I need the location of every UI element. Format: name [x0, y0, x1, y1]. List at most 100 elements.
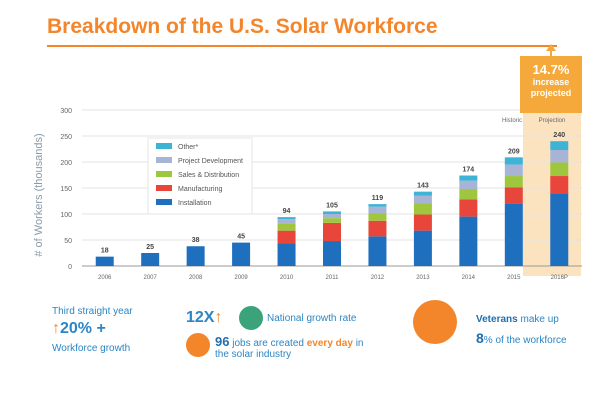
- stat-years-value: ↑20% +: [52, 320, 106, 337]
- bar-segment: [550, 193, 569, 266]
- legend-swatch: [156, 143, 172, 149]
- bar-segment: [323, 241, 341, 266]
- bar-segment: [459, 199, 478, 217]
- bar-segment: [413, 195, 432, 204]
- y-tick-label: 150: [60, 186, 72, 193]
- bar-segment: [368, 204, 387, 207]
- legend-swatch: [156, 157, 172, 163]
- bar-total-label: 174: [463, 167, 475, 174]
- stat-veterans-line2: 8% of the workforce: [476, 330, 567, 346]
- up-arrow-icon-2: ↑: [214, 309, 223, 326]
- x-tick-label: 2014: [462, 275, 476, 281]
- x-tick-label: 2016P: [551, 275, 568, 281]
- legend: Other* Project Development Sales & Distrib…: [156, 143, 243, 207]
- bar-segment: [323, 222, 341, 242]
- bar-total-labels: 18 25 38 45 94 105 119 143 174 209 240: [101, 132, 565, 254]
- x-tick-label: 2015: [507, 275, 521, 281]
- bar-total-label: 45: [237, 234, 245, 241]
- y-tick-label: 300: [60, 108, 72, 115]
- bar-segment: [95, 256, 114, 266]
- legend-label: Manufacturing: [178, 186, 222, 193]
- bar-segment: [277, 219, 296, 224]
- bar-segment: [550, 150, 569, 163]
- x-tick-label: 2007: [144, 275, 158, 281]
- projection-arrow-icon: [546, 44, 556, 51]
- bar-total-label: 143: [417, 183, 429, 190]
- historic-label: Historic: [502, 118, 522, 124]
- bar-segment: [141, 253, 160, 266]
- projection-arrow-stem: [550, 50, 552, 57]
- bar-segment: [504, 176, 523, 188]
- y-axis-label: # of Workers (thousands): [33, 133, 45, 256]
- legend-label: Other*: [178, 144, 199, 151]
- x-tick-label: 2008: [189, 275, 203, 281]
- y-tick-label: 100: [60, 212, 72, 219]
- globe-icon: [239, 306, 263, 330]
- legend-swatch: [156, 185, 172, 191]
- y-tick-label: 250: [60, 134, 72, 141]
- x-tick-label: 2012: [371, 275, 385, 281]
- solar-workforce-chart: 0 50 100 150 200 250 300 18 25 38 45 94 105 119 143 17…: [33, 108, 582, 281]
- projection-line1: increase: [532, 77, 570, 87]
- bar-total-label: 119: [372, 195, 383, 202]
- legend-label: Sales & Distribution: [178, 172, 239, 179]
- bar-segment: [550, 176, 569, 194]
- stat-national-text: National growth rate: [267, 313, 357, 324]
- bar-total-label: 105: [326, 202, 338, 209]
- bar-total-label: 240: [553, 132, 565, 139]
- y-tick-labels: 0 50 100 150 200 250 300: [60, 108, 72, 271]
- y-tick-label: 200: [60, 160, 72, 167]
- bar-segment: [504, 157, 523, 165]
- bar-segment: [323, 218, 341, 223]
- bar-total-label: 25: [146, 244, 154, 251]
- x-tick-label: 2006: [98, 275, 112, 281]
- up-arrow-icon: ↑: [52, 320, 60, 337]
- bar-segment: [550, 141, 569, 151]
- stat-national-multiplier: 12X↑: [186, 309, 223, 326]
- bar-segment: [277, 217, 296, 220]
- stat-jobs: 96 jobs are created every day in the sol…: [215, 334, 364, 360]
- bar-segment: [413, 203, 432, 215]
- x-tick-label: 2013: [416, 275, 430, 281]
- bar-segment: [323, 211, 341, 214]
- stat-years-line1: Third straight year: [52, 306, 133, 317]
- bar-segment: [277, 230, 296, 244]
- x-tick-label: 2011: [326, 275, 340, 281]
- bar-segment: [368, 206, 387, 214]
- bar-segment: [413, 191, 432, 196]
- bar-total-label: 18: [101, 248, 109, 255]
- legend-label: Project Development: [178, 158, 243, 165]
- page-title: Breakdown of the U.S. Solar Workforce: [47, 15, 438, 38]
- bar-segment: [504, 164, 523, 177]
- title-underline: [47, 45, 557, 47]
- projection-label: Projection: [539, 118, 566, 124]
- bar-segment: [413, 214, 432, 231]
- bar-segment: [232, 242, 251, 266]
- bar-segment: [459, 189, 478, 200]
- bar-segment: [504, 187, 523, 204]
- x-tick-label: 2009: [234, 275, 248, 281]
- bar-segment: [368, 220, 387, 237]
- bar-segment: [459, 216, 478, 266]
- projection-callout: 14.7% increase projected: [520, 56, 582, 113]
- bar-segment: [413, 230, 432, 266]
- legend-label: Installation: [178, 200, 212, 207]
- bar-total-label: 209: [508, 148, 520, 155]
- stat-veterans-line1: Veterans make up: [476, 314, 559, 325]
- bar-segment: [368, 236, 387, 266]
- bar-segment: [323, 214, 341, 219]
- bar-segment: [277, 223, 296, 231]
- bar-segment: [459, 180, 478, 190]
- bar-total-label: 94: [283, 208, 291, 215]
- bar-segment: [550, 162, 569, 177]
- bar-segment: [368, 213, 387, 221]
- bar-segment: [277, 243, 296, 266]
- bars: [95, 141, 569, 266]
- y-tick-label: 0: [68, 264, 72, 271]
- projection-line2: projected: [530, 88, 572, 98]
- stat-years-line3: Workforce growth: [52, 343, 131, 354]
- bar-segment: [459, 175, 478, 181]
- legend-swatch: [156, 199, 172, 205]
- x-tick-label: 2010: [280, 275, 294, 281]
- legend-swatch: [156, 171, 172, 177]
